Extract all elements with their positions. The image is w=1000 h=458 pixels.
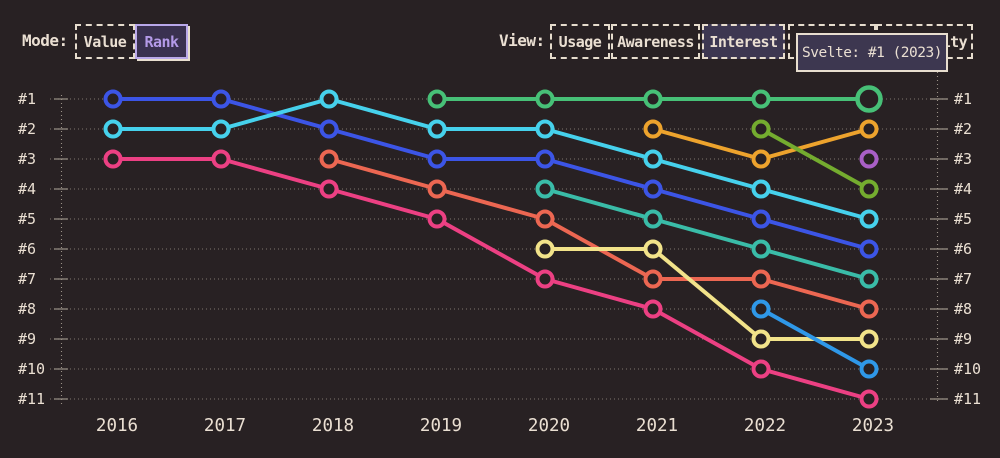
data-point-Svelte-2019[interactable] (427, 89, 447, 109)
view-label: View: (499, 31, 545, 50)
y-axis-label-left: #1 (18, 90, 36, 108)
data-point-cyan-2021[interactable] (643, 149, 663, 169)
data-point-salmon-2023[interactable] (859, 299, 879, 319)
data-point-olive-2022[interactable] (751, 119, 771, 139)
data-point-cyan-2017[interactable] (211, 119, 231, 139)
y-axis-label-right: #7 (954, 270, 972, 288)
mode-button-rank[interactable]: Rank (135, 24, 188, 59)
y-axis-label-left: #4 (18, 180, 36, 198)
mode-button-value[interactable]: Value (75, 24, 135, 59)
y-axis-label-right: #4 (954, 180, 972, 198)
data-point-salmon-2019[interactable] (427, 179, 447, 199)
series-line-blue (111, 97, 871, 251)
data-point-blue-2021[interactable] (643, 179, 663, 199)
view-button-awareness[interactable]: Awareness (611, 24, 700, 59)
data-point-lightblue-2023[interactable] (859, 359, 879, 379)
x-axis-label: 2017 (204, 416, 246, 436)
data-point-pink-2022[interactable] (751, 359, 771, 379)
data-point-amber-2022[interactable] (751, 149, 771, 169)
x-axis-label: 2022 (744, 416, 786, 436)
y-axis-label-right: #11 (954, 390, 981, 408)
data-point-Svelte-2022[interactable] (751, 89, 771, 109)
y-axis-label-right: #8 (954, 300, 972, 318)
y-axis-label-right: #6 (954, 240, 972, 258)
y-axis-label-left: #6 (18, 240, 36, 258)
data-point-salmon-2018[interactable] (319, 149, 339, 169)
data-point-Svelte-2020[interactable] (535, 89, 555, 109)
data-point-cyan-2022[interactable] (751, 179, 771, 199)
data-point-Svelte-2021[interactable] (643, 89, 663, 109)
series-line-cyan (111, 97, 871, 221)
series-line-teal (543, 187, 871, 281)
y-axis-label-right: #3 (954, 150, 972, 168)
x-axis-label: 2018 (312, 416, 354, 436)
data-point-cyan-2019[interactable] (427, 119, 447, 139)
data-point-pink-2019[interactable] (427, 209, 447, 229)
view-button-usage[interactable]: Usage (550, 24, 610, 59)
x-axis-label: 2023 (852, 416, 894, 436)
data-point-salmon-2021[interactable] (643, 269, 663, 289)
data-point-cyan-2020[interactable] (535, 119, 555, 139)
series-line-olive (759, 127, 871, 191)
data-point-yellow-2022[interactable] (751, 329, 771, 349)
data-point-yellow-2021[interactable] (643, 239, 663, 259)
x-axis-label: 2016 (96, 416, 138, 436)
series-line-pink (111, 157, 871, 401)
data-point-olive-2023[interactable] (859, 179, 879, 199)
x-axis-label: 2019 (420, 416, 462, 436)
y-axis-label-right: #10 (954, 360, 981, 378)
y-axis-label-right: #5 (954, 210, 972, 228)
data-point-salmon-2022[interactable] (751, 269, 771, 289)
data-point-purple-2023[interactable] (859, 149, 879, 169)
y-axis-label-right: #2 (954, 120, 972, 138)
data-point-blue-2023[interactable] (859, 239, 879, 259)
data-point-cyan-2016[interactable] (103, 119, 123, 139)
x-axis-label: 2020 (528, 416, 570, 436)
data-point-yellow-2020[interactable] (535, 239, 555, 259)
data-point-blue-2018[interactable] (319, 119, 339, 139)
data-point-salmon-2020[interactable] (535, 209, 555, 229)
data-point-blue-2020[interactable] (535, 149, 555, 169)
data-point-blue-2019[interactable] (427, 149, 447, 169)
data-point-blue-2022[interactable] (751, 209, 771, 229)
data-point-Svelte-2023[interactable] (855, 85, 883, 113)
data-point-pink-2017[interactable] (211, 149, 231, 169)
data-point-pink-2023[interactable] (859, 389, 879, 409)
data-point-amber-2021[interactable] (643, 119, 663, 139)
data-point-teal-2023[interactable] (859, 269, 879, 289)
y-axis-label-left: #11 (18, 390, 45, 408)
data-point-cyan-2023[interactable] (859, 209, 879, 229)
tooltip-text: Svelte: #1 (2023) (802, 44, 942, 61)
x-axis-label: 2021 (636, 416, 678, 436)
data-point-pink-2020[interactable] (535, 269, 555, 289)
data-point-blue-2017[interactable] (211, 89, 231, 109)
data-point-teal-2021[interactable] (643, 209, 663, 229)
y-axis-label-left: #2 (18, 120, 36, 138)
series-line-lightblue (759, 307, 871, 371)
series-line-salmon (327, 157, 871, 311)
y-axis-label-left: #5 (18, 210, 36, 228)
y-axis-label-right: #9 (954, 330, 972, 348)
y-axis-label-right: #1 (954, 90, 972, 108)
y-axis-label-left: #8 (18, 300, 36, 318)
data-point-pink-2016[interactable] (103, 149, 123, 169)
chart-tooltip: Svelte: #1 (2023) (796, 33, 948, 72)
data-point-amber-2023[interactable] (859, 119, 879, 139)
data-point-cyan-2018[interactable] (319, 89, 339, 109)
data-point-yellow-2023[interactable] (859, 329, 879, 349)
data-point-lightblue-2022[interactable] (751, 299, 771, 319)
y-axis-label-left: #7 (18, 270, 36, 288)
data-point-teal-2022[interactable] (751, 239, 771, 259)
mode-label: Mode: (22, 31, 68, 50)
y-axis-label-left: #9 (18, 330, 36, 348)
data-point-teal-2020[interactable] (535, 179, 555, 199)
data-point-pink-2018[interactable] (319, 179, 339, 199)
data-point-blue-2016[interactable] (103, 89, 123, 109)
y-axis-label-left: #10 (18, 360, 45, 378)
view-button-interest[interactable]: Interest (702, 24, 785, 59)
data-point-pink-2021[interactable] (643, 299, 663, 319)
y-axis-label-left: #3 (18, 150, 36, 168)
